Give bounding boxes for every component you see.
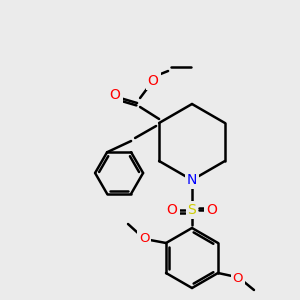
Text: N: N [187,173,197,187]
Text: O: O [233,272,243,284]
Text: S: S [188,203,196,217]
Text: O: O [139,232,149,244]
Text: O: O [167,203,177,217]
Text: O: O [110,88,121,102]
Text: O: O [207,203,218,217]
Text: O: O [148,74,158,88]
